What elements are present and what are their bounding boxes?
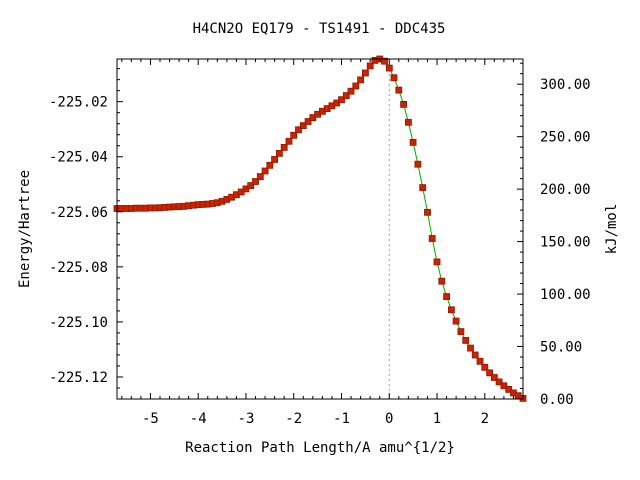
data-point	[285, 137, 293, 145]
data-point	[433, 258, 441, 266]
data-point	[495, 378, 503, 386]
data-point	[275, 149, 283, 157]
data-point	[481, 363, 489, 371]
data-point	[395, 86, 403, 94]
data-point	[252, 178, 259, 185]
x-tick-label: -2	[285, 411, 302, 427]
data-point	[404, 118, 412, 126]
y-tick-label: -225.06	[49, 205, 108, 221]
data-point	[400, 101, 408, 108]
data-point	[424, 208, 431, 216]
chart-title: H4CN2O EQ179 - TS1491 - DDC435	[193, 21, 446, 37]
y-tick-label: -225.12	[49, 370, 108, 386]
data-point	[438, 277, 446, 285]
y2-axis-label: kJ/mol	[604, 204, 620, 255]
x-tick-label: 2	[481, 411, 489, 427]
data-point	[256, 173, 264, 181]
data-point	[385, 64, 393, 72]
data-point	[447, 306, 455, 314]
data-point	[381, 57, 388, 65]
data-point	[347, 87, 355, 95]
x-tick-label: 1	[433, 411, 441, 427]
data-point	[462, 336, 470, 344]
data-point	[361, 69, 369, 77]
data-point	[467, 344, 474, 352]
data-point	[443, 293, 451, 301]
data-point	[280, 143, 288, 151]
data-point	[414, 160, 422, 168]
data-point	[247, 182, 255, 190]
y-tick-label: -225.08	[49, 260, 108, 276]
data-point	[452, 317, 460, 325]
y-axis-ticks: -225.02 -225.04 -225.06 -225.08 -225.10 -225.…	[49, 68, 123, 400]
data-point	[261, 167, 269, 175]
x-axis-label: Reaction Path Length/A amu^{1/2}	[185, 440, 455, 456]
data-point	[457, 328, 465, 336]
x-axis-ticks: -5 -4 -3 -2 -1 0 1 2	[121, 59, 524, 427]
data-point	[295, 126, 302, 134]
data-point	[299, 122, 307, 129]
data-point	[419, 184, 427, 192]
data-point	[342, 92, 350, 99]
x-tick-label: 0	[385, 411, 393, 427]
plot-frame	[116, 58, 524, 400]
y2-tick-label: 250.00	[540, 130, 591, 146]
data-point	[409, 138, 417, 146]
y2-axis-ticks: 0.00 50.00 100.00 150.00 200.00 250.00 300.00	[517, 62, 591, 408]
y2-tick-label: 200.00	[540, 182, 591, 198]
y-tick-label: -225.10	[49, 315, 108, 331]
data-point	[304, 118, 312, 125]
y2-tick-label: 100.00	[540, 287, 591, 303]
data-point	[290, 131, 298, 139]
x-tick-label: -3	[238, 411, 255, 427]
y-tick-label: -225.04	[49, 150, 108, 166]
data-point	[428, 235, 436, 242]
y2-tick-label: 50.00	[540, 340, 582, 356]
x-tick-label: -5	[142, 411, 159, 427]
data-point	[505, 385, 513, 393]
data-point	[366, 62, 374, 70]
data-point	[490, 374, 498, 381]
data-point	[266, 161, 274, 169]
data-point	[476, 357, 484, 365]
data-point	[390, 74, 398, 82]
y2-tick-label: 0.00	[540, 392, 574, 408]
data-point	[357, 76, 365, 84]
data-point	[471, 351, 479, 359]
x-tick-label: -4	[190, 411, 207, 427]
data-points	[113, 55, 527, 402]
data-point	[352, 82, 360, 90]
x-tick-label: -1	[333, 411, 350, 427]
data-point	[271, 156, 279, 163]
data-point	[500, 382, 508, 390]
data-point	[486, 369, 494, 377]
y2-tick-label: 300.00	[540, 77, 591, 93]
y-tick-label: -225.02	[49, 95, 108, 111]
data-point	[338, 96, 345, 104]
y-axis-label: Energy/Hartree	[17, 170, 33, 288]
y2-tick-label: 150.00	[540, 235, 591, 251]
